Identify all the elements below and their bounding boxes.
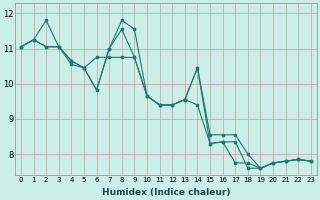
X-axis label: Humidex (Indice chaleur): Humidex (Indice chaleur) <box>102 188 230 197</box>
